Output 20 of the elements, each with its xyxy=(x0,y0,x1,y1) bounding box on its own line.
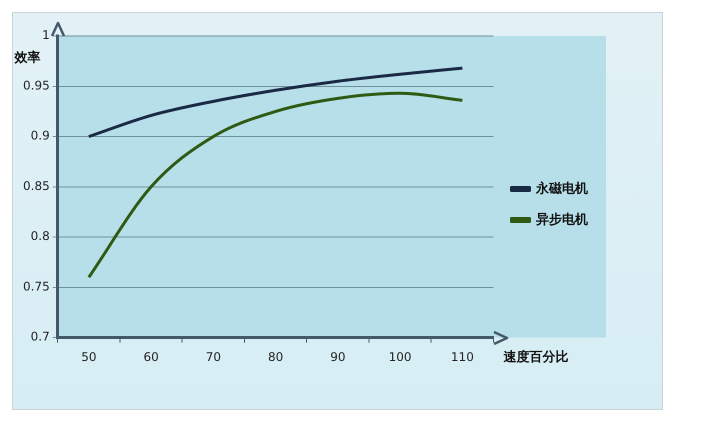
x-tick-label: 60 xyxy=(143,350,159,364)
y-tick-label: 0.9 xyxy=(30,128,50,143)
y-tick-label: 0.85 xyxy=(23,178,50,193)
y-tick-label: 0.7 xyxy=(30,330,50,344)
legend-label: 异步电机 xyxy=(535,212,588,228)
x-tick-label: 90 xyxy=(330,350,346,364)
y-axis-title: 效率 xyxy=(14,49,41,66)
y-tick-label: 0.75 xyxy=(23,279,50,294)
legend-label: 永磁电机 xyxy=(535,180,588,196)
line-series xyxy=(87,66,464,138)
x-axis-title: 速度百分比 xyxy=(504,348,568,365)
y-tick-label: 0.8 xyxy=(30,229,50,244)
x-tick-label: 70 xyxy=(206,350,221,364)
x-tick-label: 50 xyxy=(81,350,96,364)
x-tick-label: 100 xyxy=(388,350,412,364)
x-tick-label: 80 xyxy=(268,350,284,364)
x-tick-label: 110 xyxy=(450,350,474,364)
y-tick-label: 1 xyxy=(42,28,50,42)
y-tick-label: 0.95 xyxy=(23,78,50,92)
line-series xyxy=(87,92,464,279)
